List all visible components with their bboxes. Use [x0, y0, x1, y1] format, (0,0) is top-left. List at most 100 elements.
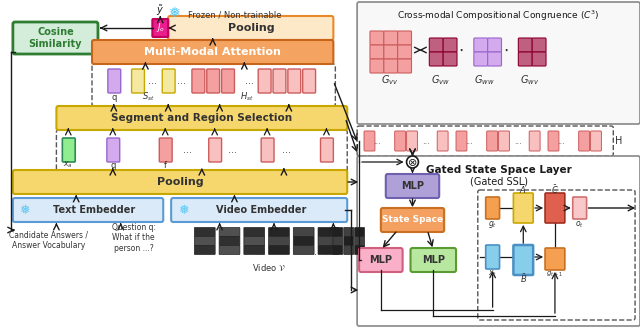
Text: ...: ... [422, 136, 430, 146]
Text: ...: ... [228, 145, 237, 155]
FancyBboxPatch shape [62, 138, 76, 162]
FancyBboxPatch shape [209, 138, 221, 162]
Text: $g_{t+1}$: $g_{t+1}$ [547, 269, 563, 278]
Text: $\bar{A}$: $\bar{A}$ [520, 184, 527, 196]
FancyBboxPatch shape [269, 228, 289, 236]
Text: Segment and Region Selection: Segment and Region Selection [111, 113, 292, 123]
FancyBboxPatch shape [261, 138, 274, 162]
FancyBboxPatch shape [258, 69, 271, 93]
FancyBboxPatch shape [244, 236, 264, 245]
FancyBboxPatch shape [159, 138, 172, 162]
FancyBboxPatch shape [573, 197, 587, 219]
FancyBboxPatch shape [318, 245, 339, 255]
FancyBboxPatch shape [397, 59, 412, 73]
FancyBboxPatch shape [529, 131, 540, 151]
FancyBboxPatch shape [437, 131, 448, 151]
FancyBboxPatch shape [244, 245, 264, 255]
FancyBboxPatch shape [269, 245, 289, 255]
FancyBboxPatch shape [92, 40, 333, 64]
Text: ❅: ❅ [170, 6, 181, 20]
FancyBboxPatch shape [364, 131, 375, 151]
FancyBboxPatch shape [548, 131, 559, 151]
FancyBboxPatch shape [579, 131, 589, 151]
FancyBboxPatch shape [591, 131, 602, 151]
FancyBboxPatch shape [488, 38, 502, 52]
FancyBboxPatch shape [207, 69, 220, 93]
Text: $\cdot$: $\cdot$ [458, 41, 464, 59]
FancyBboxPatch shape [333, 228, 343, 236]
FancyBboxPatch shape [56, 106, 348, 130]
Text: MLP: MLP [422, 255, 445, 265]
FancyBboxPatch shape [518, 38, 532, 52]
FancyBboxPatch shape [357, 156, 640, 326]
Text: ...: ... [244, 76, 254, 86]
FancyBboxPatch shape [168, 16, 333, 40]
FancyBboxPatch shape [219, 236, 240, 245]
FancyBboxPatch shape [195, 236, 215, 245]
FancyBboxPatch shape [152, 19, 168, 37]
Text: ...: ... [314, 247, 323, 257]
Text: $S_{st}$: $S_{st}$ [142, 91, 155, 103]
FancyBboxPatch shape [499, 131, 509, 151]
Text: Cross-modal Compositional Congruence ($C^3$): Cross-modal Compositional Congruence ($C… [397, 9, 600, 23]
FancyBboxPatch shape [344, 245, 354, 255]
FancyBboxPatch shape [13, 22, 98, 54]
Text: Pooling: Pooling [228, 23, 275, 33]
FancyBboxPatch shape [384, 45, 397, 59]
FancyBboxPatch shape [359, 248, 403, 272]
FancyBboxPatch shape [219, 245, 240, 255]
FancyBboxPatch shape [429, 52, 443, 66]
FancyBboxPatch shape [513, 245, 533, 275]
FancyBboxPatch shape [357, 2, 640, 124]
FancyBboxPatch shape [195, 245, 215, 255]
Text: $o_t$: $o_t$ [575, 220, 584, 230]
FancyBboxPatch shape [357, 126, 613, 156]
FancyBboxPatch shape [488, 52, 502, 66]
FancyBboxPatch shape [370, 45, 384, 59]
FancyBboxPatch shape [293, 236, 314, 245]
FancyBboxPatch shape [381, 208, 444, 232]
FancyBboxPatch shape [518, 52, 532, 66]
FancyBboxPatch shape [443, 38, 457, 52]
FancyBboxPatch shape [192, 69, 205, 93]
Text: Multi-Modal Attention: Multi-Modal Attention [144, 47, 281, 57]
FancyBboxPatch shape [355, 245, 365, 255]
FancyBboxPatch shape [478, 190, 635, 320]
FancyBboxPatch shape [355, 228, 365, 236]
FancyBboxPatch shape [397, 31, 412, 45]
FancyBboxPatch shape [355, 236, 365, 245]
Text: $G_{vv}$: $G_{vv}$ [381, 73, 399, 87]
FancyBboxPatch shape [474, 38, 488, 52]
FancyBboxPatch shape [474, 52, 488, 66]
Text: ❅: ❅ [178, 203, 188, 216]
Text: Candidate Answers /
Answer Vocabulary: Candidate Answers / Answer Vocabulary [9, 230, 88, 250]
Text: q: q [111, 92, 116, 101]
FancyBboxPatch shape [386, 174, 439, 198]
Text: ...: ... [148, 76, 157, 86]
FancyBboxPatch shape [410, 248, 456, 272]
Text: $g_t$: $g_t$ [488, 219, 497, 231]
Text: $\bar{C}$: $\bar{C}$ [551, 184, 559, 196]
Text: MLP: MLP [401, 181, 424, 191]
Text: MLP: MLP [369, 255, 392, 265]
FancyBboxPatch shape [344, 236, 354, 245]
FancyBboxPatch shape [456, 131, 467, 151]
Text: $\bar{B}$: $\bar{B}$ [520, 273, 527, 285]
Text: (Gated SSL): (Gated SSL) [470, 176, 527, 186]
Text: $G_{wv}$: $G_{wv}$ [520, 73, 539, 87]
FancyBboxPatch shape [344, 228, 354, 236]
FancyBboxPatch shape [397, 45, 412, 59]
FancyBboxPatch shape [486, 245, 500, 269]
Text: Cosine
Similarity: Cosine Similarity [29, 27, 82, 49]
Text: $\cdot$: $\cdot$ [503, 41, 508, 59]
FancyBboxPatch shape [513, 193, 533, 223]
FancyBboxPatch shape [221, 69, 234, 93]
Text: $H_{st}$: $H_{st}$ [241, 91, 254, 103]
FancyBboxPatch shape [108, 69, 121, 93]
FancyBboxPatch shape [244, 228, 264, 236]
Text: q: q [110, 160, 115, 170]
FancyBboxPatch shape [13, 170, 348, 194]
FancyBboxPatch shape [163, 69, 175, 93]
FancyBboxPatch shape [532, 38, 546, 52]
Text: ...: ... [177, 76, 186, 86]
